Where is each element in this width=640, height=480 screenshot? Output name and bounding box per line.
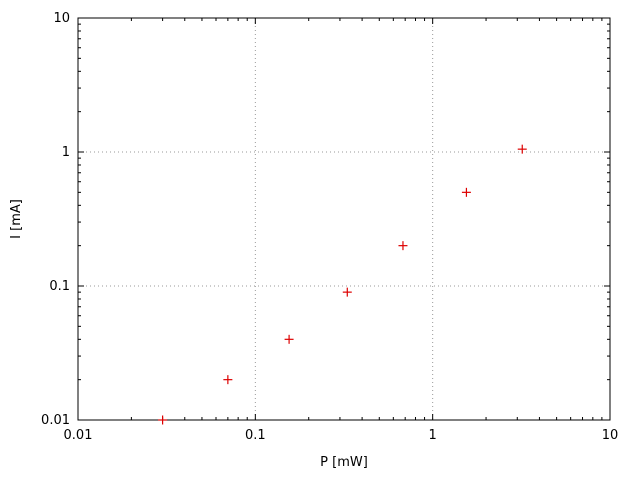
plot-border	[77, 17, 611, 421]
y-tick-label: 1	[62, 145, 70, 160]
y-axis-label: I [mA]	[9, 199, 24, 239]
data-point-marker	[461, 187, 471, 197]
y-tick-label: 0.1	[49, 279, 70, 294]
data-point-marker	[342, 287, 352, 297]
x-tick-label: 1	[429, 428, 437, 443]
x-tick-label: 0.1	[245, 428, 266, 443]
y-tick-label: 10	[53, 11, 70, 26]
y-tick-label: 0.01	[41, 413, 70, 428]
x-tick-label: 10	[602, 428, 619, 443]
grid	[78, 18, 610, 420]
tick-labels: 0.01 0.1 1 10 0.01 0.1 1 10	[41, 11, 618, 443]
data-point-marker	[284, 334, 294, 344]
data-point-marker	[398, 241, 408, 251]
x-tick-label: 0.01	[64, 428, 93, 443]
data-points	[158, 144, 527, 425]
data-point-marker	[158, 415, 168, 425]
data-point-marker	[223, 375, 233, 385]
x-axis-label: P [mW]	[320, 455, 368, 470]
data-point-marker	[517, 144, 527, 154]
